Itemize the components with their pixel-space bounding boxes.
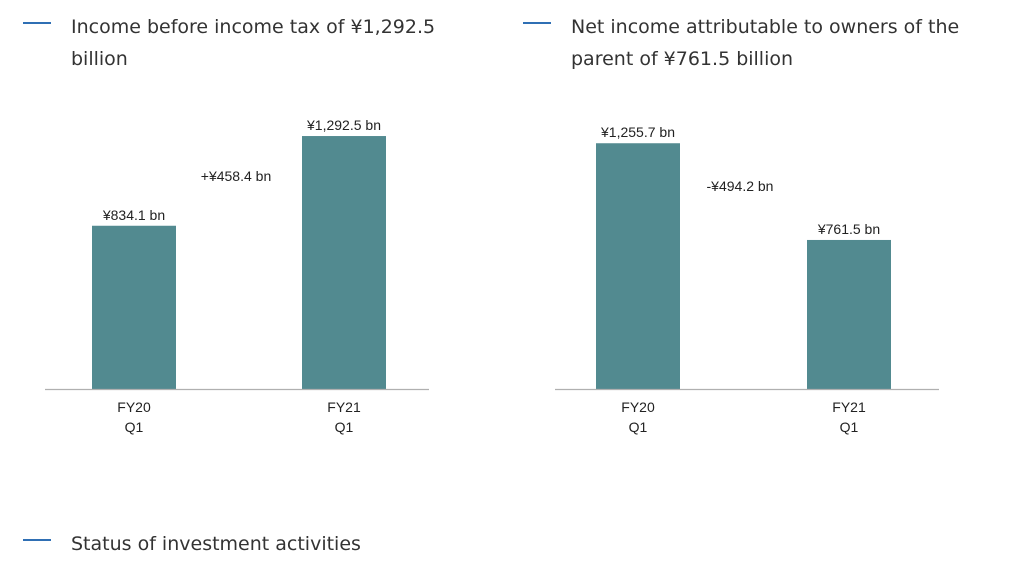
heading-dash-decoration (523, 22, 551, 24)
x-tick-label: Q1 (840, 419, 859, 435)
income-before-tax-heading-text: Income before income tax of ¥1,292.5 bil… (71, 16, 436, 70)
change-label: +¥458.4 bn (201, 168, 271, 184)
bar (596, 143, 680, 389)
change-label: -¥494.2 bn (707, 178, 774, 194)
x-tick-label: FY20 (117, 399, 151, 415)
data-label: ¥1,255.7 bn (600, 124, 675, 140)
net-income-chart: ¥1,255.7 bn FY20 Q1 ¥761.5 bn FY21 Q1 -¥494.2 … (555, 124, 939, 435)
x-tick-label: Q1 (125, 419, 144, 435)
investment-activities-heading-text: Status of investment activities (71, 533, 361, 555)
x-tick-label: Q1 (335, 419, 354, 435)
data-label: ¥834.1 bn (102, 207, 165, 223)
bar (302, 136, 386, 389)
data-label: ¥1,292.5 bn (306, 117, 381, 133)
heading-dash-decoration (23, 539, 51, 541)
bar (92, 225, 176, 389)
data-label: ¥761.5 bn (817, 221, 880, 237)
income-before-tax-chart: ¥834.1 bn FY20 Q1 ¥1,292.5 bn FY21 Q1 +¥458.4 … (45, 117, 429, 435)
x-tick-label: FY21 (327, 399, 361, 415)
net-income-heading-text: Net income attributable to owners of the… (571, 16, 960, 70)
x-tick-label: FY20 (621, 399, 655, 415)
x-tick-label: Q1 (629, 419, 648, 435)
heading-dash-decoration (23, 22, 51, 24)
x-tick-label: FY21 (832, 399, 866, 415)
bar (807, 239, 891, 389)
